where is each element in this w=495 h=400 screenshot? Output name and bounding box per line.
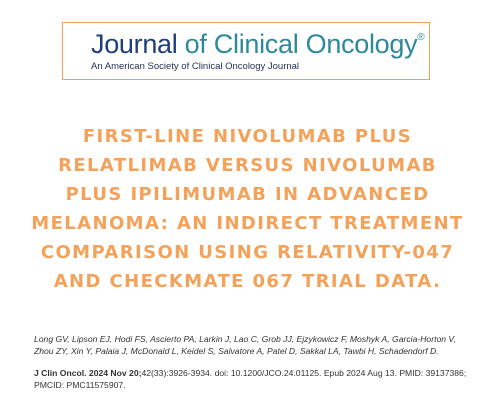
journal-logo: Journal of Clinical Oncology® An America…: [62, 22, 430, 80]
title-line: FIRST-LINE NIVOLUMAB PLUS: [82, 126, 413, 147]
journal-name-part: of Clinical Oncology: [184, 29, 418, 59]
registered-mark: ®: [417, 32, 425, 43]
title-line: PLUS IPILIMUMAB IN ADVANCED: [65, 184, 430, 205]
authors: Long GV, Lipson EJ, Hodi FS, Ascierto PA…: [34, 334, 456, 356]
title-line: AND CHECKMATE 067 TRIAL DATA.: [53, 271, 442, 292]
title-line: MELANOMA: AN INDIRECT TREATMENT: [31, 213, 464, 234]
journal-subtitle: An American Society of Clinical Oncology…: [91, 61, 300, 72]
article-title: FIRST-LINE NIVOLUMAB PLUS RELATLIMAB VERS…: [0, 122, 495, 296]
journal-name-part: Journal: [91, 29, 178, 59]
citation-details: 42(33):3926-3934. doi: 10.1200/JCO.24.01…: [34, 368, 467, 390]
journal-name: Journal of Clinical Oncology®: [91, 29, 425, 60]
title-line: COMPARISON USING RELATIVITY-047: [40, 242, 455, 263]
citation: J Clin Oncol. 2024 Nov 20;42(33):3926-39…: [34, 367, 474, 391]
citation-journal: J Clin Oncol. 2024 Nov 20;: [34, 368, 142, 378]
title-line: RELATLIMAB VERSUS NIVOLUMAB: [58, 155, 437, 176]
